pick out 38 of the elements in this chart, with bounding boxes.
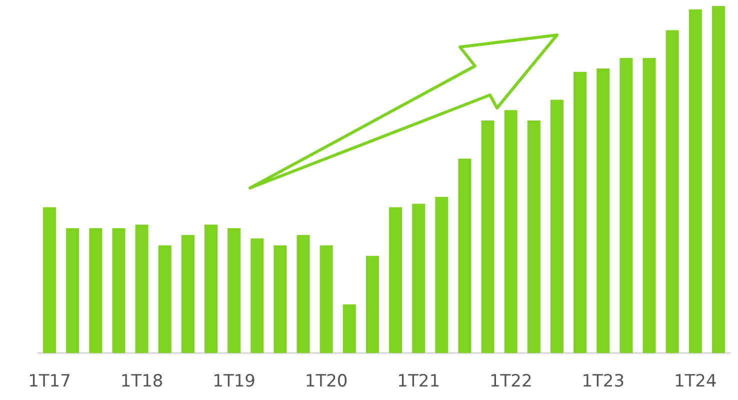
bar: [458, 158, 472, 353]
bar: [435, 196, 448, 353]
bar: [320, 245, 333, 353]
bar: [250, 238, 264, 353]
bar: [504, 110, 518, 353]
x-tick-label: 1T18: [120, 372, 164, 392]
x-tick-label: 1T23: [582, 372, 625, 392]
bar: [596, 68, 610, 353]
bar: [481, 120, 494, 353]
bar: [158, 245, 172, 353]
bar: [43, 207, 56, 353]
bar: [712, 6, 725, 353]
bar: [620, 58, 633, 353]
bar: [666, 30, 679, 353]
bar: [366, 256, 379, 353]
bar: [642, 58, 656, 353]
bar: [204, 224, 218, 353]
bar: [550, 100, 564, 353]
bar: [89, 228, 102, 353]
bar: [389, 207, 402, 353]
x-tick-label: 1T17: [28, 372, 71, 392]
bar: [228, 228, 241, 353]
x-tick-label: 1T21: [397, 372, 440, 392]
bar: [274, 245, 287, 353]
x-tick-label: 1T19: [212, 372, 256, 392]
bar: [412, 204, 426, 353]
bar: [342, 304, 356, 353]
bar: [688, 9, 702, 353]
x-tick-label: 1T24: [674, 372, 717, 392]
bar: [112, 228, 126, 353]
x-tick-label: 1T20: [304, 372, 348, 392]
bar: [66, 228, 80, 353]
bar: [181, 235, 194, 353]
bar: [296, 235, 310, 353]
bar: [135, 224, 148, 353]
bar: [527, 120, 540, 353]
bar: [574, 72, 587, 353]
x-tick-label: 1T22: [489, 372, 532, 392]
